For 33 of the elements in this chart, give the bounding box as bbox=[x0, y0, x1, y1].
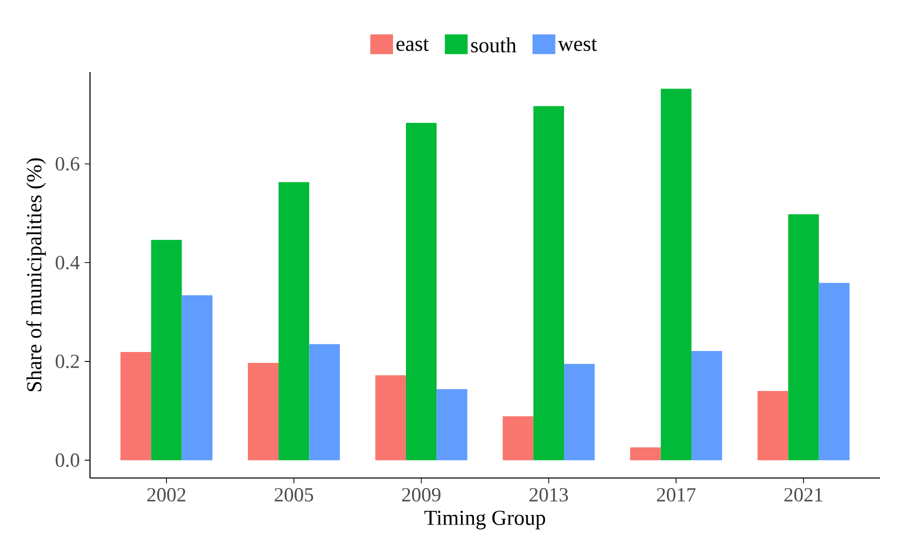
bar bbox=[248, 362, 279, 460]
bar bbox=[278, 182, 310, 460]
bar bbox=[564, 364, 595, 460]
bar bbox=[120, 352, 152, 460]
legend-label: west bbox=[558, 38, 597, 52]
y-tick-label: 0.0 bbox=[56, 453, 80, 468]
x-tick-label: 2002 bbox=[147, 488, 186, 502]
x-tick-label: 2013 bbox=[530, 488, 568, 502]
legend-label: south bbox=[471, 37, 516, 52]
x-tick-label: 2017 bbox=[657, 488, 696, 502]
bar bbox=[182, 295, 212, 460]
bar bbox=[533, 106, 564, 460]
y-tick-label: 0.2 bbox=[56, 354, 79, 368]
y-tick-label: 0.6 bbox=[56, 157, 80, 171]
bar bbox=[375, 375, 406, 460]
bar bbox=[660, 88, 692, 460]
bar bbox=[691, 351, 722, 460]
bar bbox=[758, 391, 788, 460]
legend-label: east bbox=[396, 38, 429, 52]
y-tick-label: 0.4 bbox=[56, 256, 80, 270]
bar bbox=[788, 214, 819, 460]
bar bbox=[436, 389, 468, 460]
bar bbox=[818, 282, 850, 460]
bar bbox=[406, 122, 437, 460]
x-tick-label: 2021 bbox=[784, 488, 822, 502]
x-axis-title: Timing Group bbox=[424, 510, 546, 530]
bar bbox=[309, 344, 340, 460]
x-tick-label: 2009 bbox=[402, 488, 440, 502]
x-tick-label: 2005 bbox=[274, 488, 314, 502]
bar bbox=[502, 416, 534, 460]
y-axis-title: Share of municipalities (%) bbox=[26, 158, 46, 392]
bar bbox=[151, 240, 182, 460]
bar bbox=[630, 447, 661, 460]
